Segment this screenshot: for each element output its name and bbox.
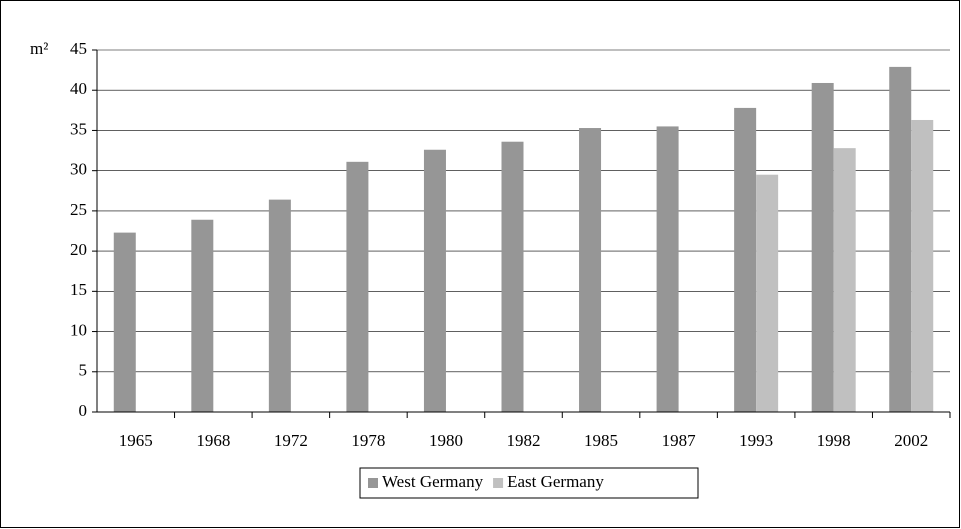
bar	[833, 148, 856, 413]
y-tick-label: 0	[79, 401, 88, 420]
legend-swatch	[493, 478, 504, 488]
bar	[113, 232, 136, 412]
legend-swatch	[368, 478, 378, 488]
x-tick-label: 1993	[739, 431, 773, 450]
x-tick-label: 1972	[274, 431, 308, 450]
bar	[501, 141, 524, 412]
bar	[579, 128, 602, 412]
bar	[191, 219, 214, 412]
x-tick-label: 1978	[351, 431, 385, 450]
bar	[423, 149, 446, 413]
y-tick-label: 10	[70, 320, 87, 339]
x-tick-label: 1985	[584, 431, 618, 450]
y-tick-label: 5	[79, 361, 88, 380]
bar	[268, 199, 291, 412]
y-tick-label: 45	[70, 39, 87, 58]
legend-label: East Germany	[507, 472, 604, 491]
y-tick-label: 35	[70, 119, 87, 138]
bar	[911, 119, 934, 412]
bar	[756, 174, 779, 412]
x-tick-label: 1968	[196, 431, 230, 450]
bar	[656, 126, 679, 412]
legend-label: West Germany	[382, 472, 484, 491]
y-axis-label: m²	[30, 39, 48, 58]
x-tick-label: 1998	[817, 431, 851, 450]
bar	[346, 161, 369, 412]
bar	[811, 82, 834, 412]
legend-box	[359, 467, 699, 499]
x-tick-label: 1982	[507, 431, 541, 450]
x-tick-label: 1980	[429, 431, 463, 450]
y-tick-label: 40	[70, 79, 87, 98]
x-tick-label: 2002	[894, 431, 928, 450]
y-tick-label: 25	[70, 200, 87, 219]
y-tick-label: 30	[70, 160, 87, 179]
y-tick-label: 20	[70, 240, 87, 259]
bar	[889, 66, 912, 412]
x-tick-label: 1987	[662, 431, 697, 450]
y-tick-label: 15	[70, 280, 87, 299]
x-tick-label: 1965	[119, 431, 153, 450]
bar	[734, 107, 757, 413]
